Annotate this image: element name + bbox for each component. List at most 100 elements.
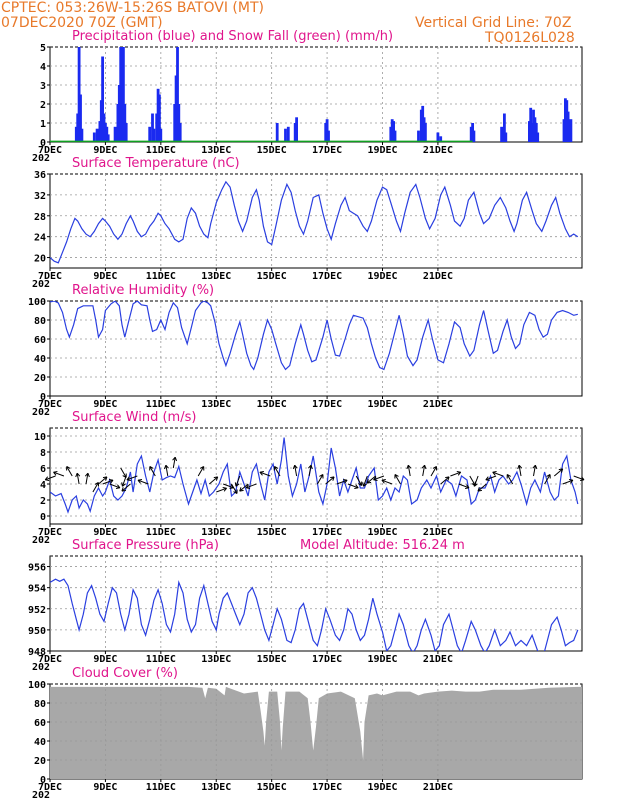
cloud-ytick-label: 0 (40, 775, 46, 786)
wind-arrow-shaft (347, 483, 359, 489)
wind-arrow-shaft (126, 475, 138, 481)
wind-series-line (50, 437, 579, 514)
wind-arrow-head (394, 474, 399, 479)
wind-arrow-shaft (355, 475, 363, 486)
precip-bar (293, 123, 297, 142)
wind-arrow-head (546, 474, 551, 479)
pressure-xsub: 202 (32, 662, 50, 673)
wind-arrow-head (473, 482, 478, 487)
header-grid-note: Vertical Grid Line: 70Z (415, 15, 571, 31)
wind-arrow-head (357, 481, 363, 486)
wind-arrow-shaft (485, 475, 497, 481)
wind-arrow-shaft (430, 466, 437, 477)
temp-panel: 20 24 28 32 36 7DEC 9DEC 11DEC 13DEC 15DEC 17DEC 19… (32, 156, 583, 290)
wind-arrow-shaft (121, 475, 127, 487)
wind-arrow-head (366, 479, 372, 484)
pressure-ytick-label: 952 (28, 605, 46, 616)
precip-panel: 0 1 2 3 4 5 7DEC 9DEC 11DEC 13DEC 15DEC 17DEC 19DEC 2… (32, 29, 583, 164)
precip-bar (79, 94, 82, 142)
cloud-xtick-label: 19DEC (367, 782, 397, 793)
wind-arrow-head (102, 476, 108, 481)
wind-arrow-head (199, 466, 205, 471)
pressure-xtick-label: 7DEC (38, 654, 62, 665)
wind-arrow-shaft (137, 479, 149, 485)
precip-bar (106, 134, 110, 142)
wind-arrow-shaft (92, 482, 99, 493)
wind-arrow-shaft (363, 475, 368, 487)
precip-bar (439, 136, 443, 142)
rh-ytick-label: 20 (34, 373, 46, 384)
wind-arrow-shaft (373, 475, 385, 481)
pressure-subtitle: Model Altitude: 516.24 m (300, 538, 465, 553)
precip-bar (472, 130, 476, 142)
wind-arrow-head (506, 474, 511, 479)
rh-xtick-label: 9DEC (93, 399, 117, 410)
cloud-title: Cloud Cover (%) (72, 666, 178, 681)
precip-bar (101, 56, 104, 142)
rh-series-line (50, 301, 578, 371)
rh-xtick-label: 17DEC (312, 399, 342, 410)
wind-arrow-shaft (231, 483, 238, 494)
precip-bar (148, 126, 152, 142)
wind-arrow-shaft (573, 475, 585, 481)
wind-xtick-label: 21DEC (423, 527, 453, 538)
wind-arrow-head (163, 464, 169, 470)
precip-bar (177, 104, 181, 142)
cloud-ytick-label: 60 (34, 718, 46, 729)
pressure-series-line (50, 578, 579, 651)
wind-arrow-head (259, 471, 264, 476)
cloud-xtick-label: 11DEC (146, 782, 176, 793)
wind-arrow-head (75, 472, 81, 478)
wind-arrow-head (445, 476, 450, 481)
precip-bar (469, 126, 473, 142)
precip-bar (421, 105, 425, 142)
temp-xtick-label: 9DEC (93, 271, 117, 282)
wind-arrow-head (239, 487, 244, 492)
wind-arrow-head (517, 464, 523, 470)
wind-xtick-label: 17DEC (312, 527, 342, 538)
wind-arrow-shaft (366, 475, 376, 484)
wind-arrow-head (233, 489, 238, 494)
precip-bar (324, 123, 328, 142)
rh-xtick-label: 21DEC (423, 399, 453, 410)
wind-arrow-shaft (407, 465, 411, 477)
wind-arrow-head (213, 476, 219, 481)
wind-arrow-shaft (325, 476, 335, 485)
precip-bar (95, 128, 99, 142)
wind-arrow-shaft (544, 474, 551, 485)
wind-arrow-head (319, 474, 324, 479)
pressure-xtick-label: 19DEC (367, 654, 397, 665)
cloud-xtick-label: 7DEC (38, 782, 62, 793)
precip-bar (122, 47, 125, 142)
wind-arrow-shaft (66, 466, 73, 477)
cloud-xsub: 202 (32, 790, 50, 800)
precip-title: Precipitation (blue) and Snow Fall (gree… (72, 29, 393, 44)
wind-arrow-head (456, 471, 462, 476)
wind-xtick-label: 9DEC (93, 527, 117, 538)
wind-arrow-head (532, 464, 538, 470)
wind-title: Surface Wind (m/s) (72, 410, 196, 425)
precip-bar (424, 123, 427, 142)
wind-arrow-shaft (216, 487, 227, 493)
wind-arrow-shaft (165, 465, 169, 477)
wind-arrow-head (66, 466, 71, 471)
temp-series-line (50, 180, 579, 264)
precip-bar (284, 128, 287, 142)
wind-ytick-label: 10 (34, 432, 46, 443)
wind-arrow-head (84, 472, 90, 478)
wind-arrow-head (558, 468, 564, 473)
wind-arrow-shaft (109, 483, 121, 489)
wind-xtick-label: 15DEC (257, 527, 287, 538)
wind-arrow-shaft (553, 468, 564, 477)
pressure-ytick-label: 954 (28, 584, 46, 595)
temp-xtick-label: 19DEC (367, 271, 397, 282)
precip-bar (158, 94, 161, 142)
wind-arrow-shaft (469, 475, 476, 486)
precip-bar (151, 113, 154, 142)
precip-xtick-label: 11DEC (146, 145, 176, 156)
wind-xtick-label: 13DEC (201, 527, 231, 538)
wind-arrow-head (421, 464, 427, 470)
wind-arrow-head (373, 476, 378, 481)
wind-xtick-label: 11DEC (146, 527, 176, 538)
